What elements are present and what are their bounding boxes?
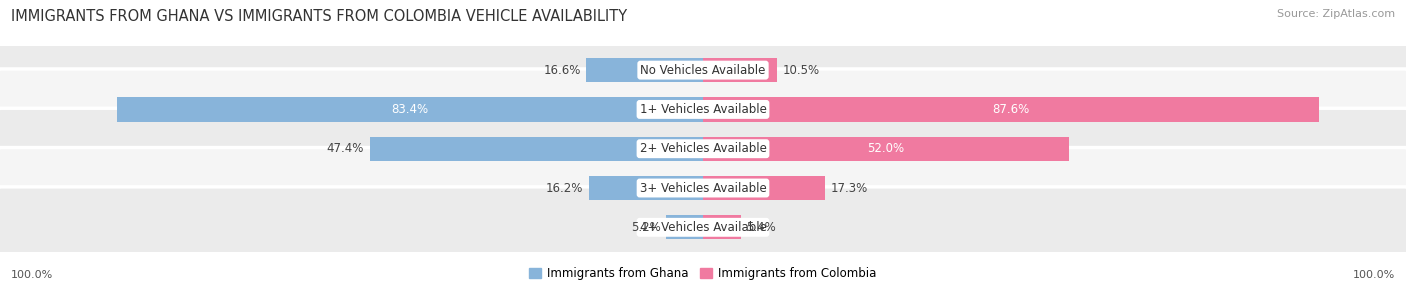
Text: 52.0%: 52.0%: [868, 142, 904, 155]
Bar: [703, 58, 778, 82]
FancyBboxPatch shape: [0, 148, 1406, 229]
Text: 5.2%: 5.2%: [631, 221, 661, 234]
FancyBboxPatch shape: [0, 187, 1406, 268]
Bar: [586, 58, 703, 82]
Text: Source: ZipAtlas.com: Source: ZipAtlas.com: [1277, 9, 1395, 19]
Text: 3+ Vehicles Available: 3+ Vehicles Available: [640, 182, 766, 194]
Bar: [589, 176, 703, 200]
Bar: [666, 215, 703, 239]
Legend: Immigrants from Ghana, Immigrants from Colombia: Immigrants from Ghana, Immigrants from C…: [530, 267, 876, 280]
Text: 4+ Vehicles Available: 4+ Vehicles Available: [640, 221, 766, 234]
Bar: [703, 215, 741, 239]
Text: 47.4%: 47.4%: [326, 142, 364, 155]
Bar: [703, 176, 824, 200]
Text: 16.6%: 16.6%: [543, 63, 581, 77]
Text: 100.0%: 100.0%: [1353, 270, 1395, 279]
Text: 5.4%: 5.4%: [747, 221, 776, 234]
FancyBboxPatch shape: [0, 30, 1406, 111]
Text: IMMIGRANTS FROM GHANA VS IMMIGRANTS FROM COLOMBIA VEHICLE AVAILABILITY: IMMIGRANTS FROM GHANA VS IMMIGRANTS FROM…: [11, 9, 627, 23]
Text: 16.2%: 16.2%: [546, 182, 583, 194]
Text: 10.5%: 10.5%: [782, 63, 820, 77]
Text: 17.3%: 17.3%: [830, 182, 868, 194]
Text: 100.0%: 100.0%: [11, 270, 53, 279]
Text: 1+ Vehicles Available: 1+ Vehicles Available: [640, 103, 766, 116]
Bar: [703, 97, 1319, 122]
Bar: [370, 136, 703, 161]
Bar: [703, 136, 1069, 161]
Text: No Vehicles Available: No Vehicles Available: [640, 63, 766, 77]
Text: 87.6%: 87.6%: [993, 103, 1029, 116]
FancyBboxPatch shape: [0, 69, 1406, 150]
Text: 2+ Vehicles Available: 2+ Vehicles Available: [640, 142, 766, 155]
Bar: [117, 97, 703, 122]
FancyBboxPatch shape: [0, 108, 1406, 189]
Text: 83.4%: 83.4%: [391, 103, 429, 116]
